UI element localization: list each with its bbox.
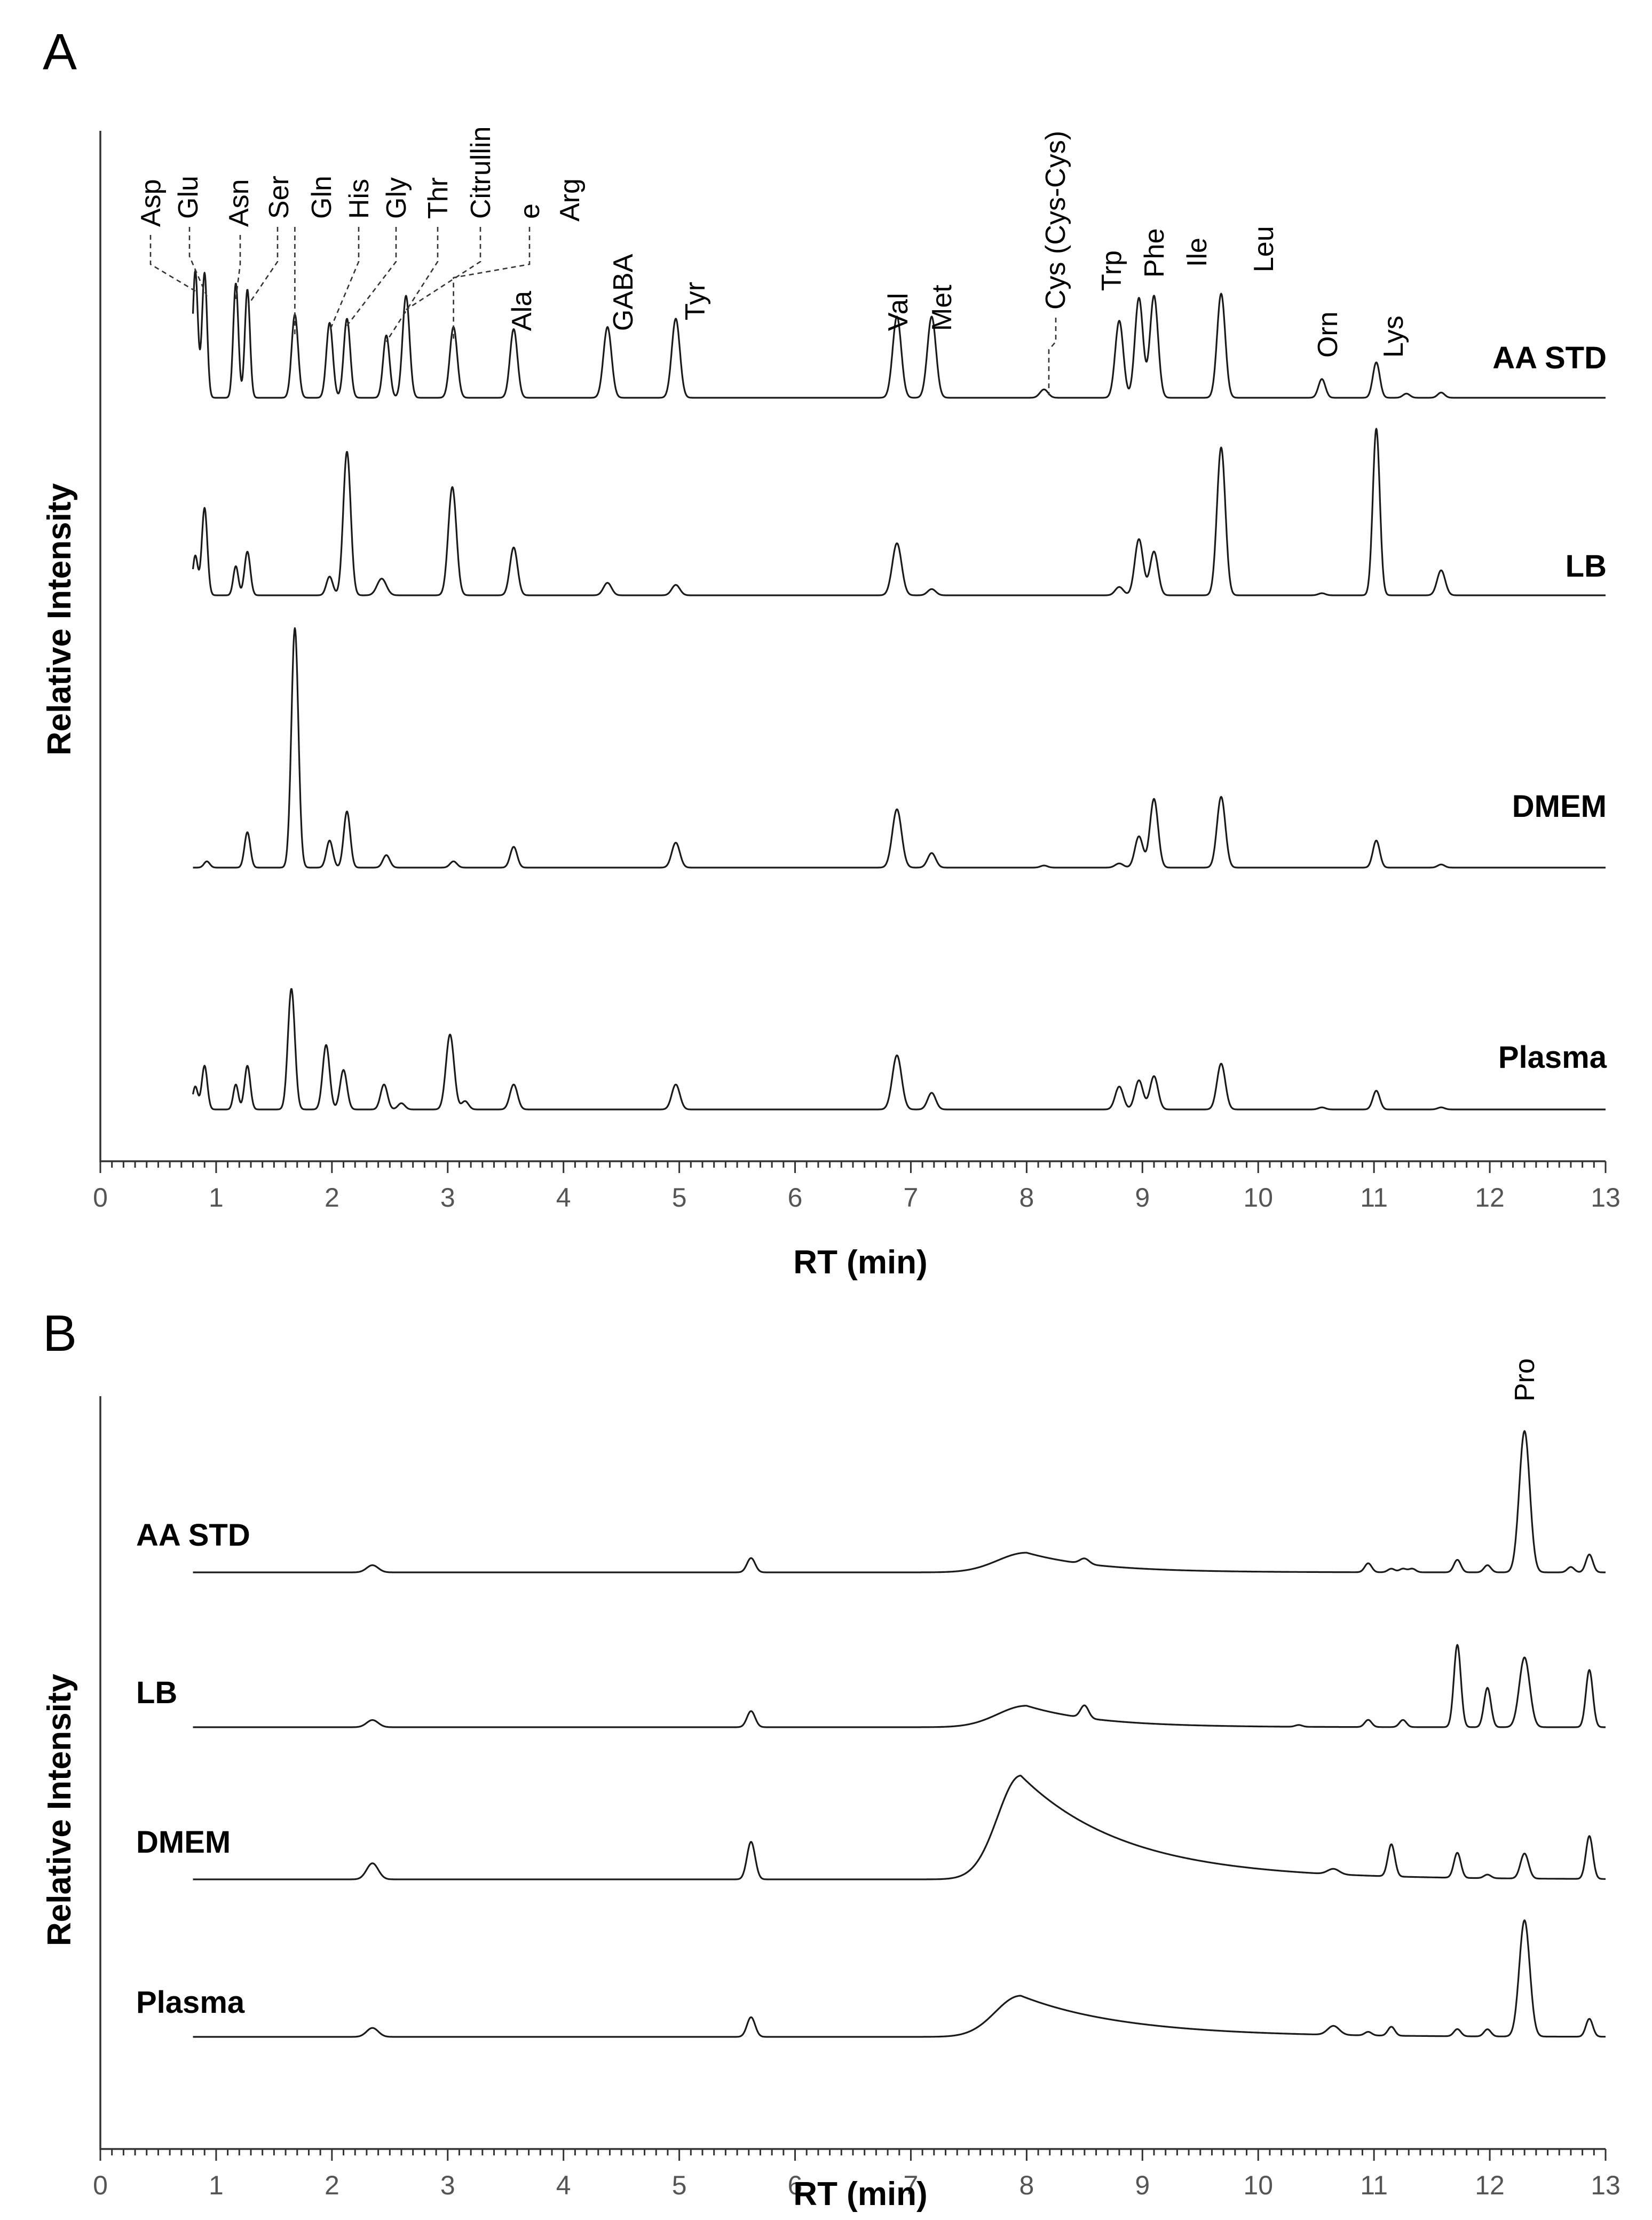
trace-lb: [192, 1644, 1606, 1728]
panel-a-x-ticks: 0 1 2 3 4 5 6 7 8 9 10 11 12 13: [93, 1161, 1621, 1213]
peak-label-trp: Trp: [1096, 250, 1127, 291]
x-tick-label-10: 10: [1243, 1183, 1273, 1213]
panel-a: A Relative Intensity 0 1 2 3 4 5 6 7 8 9 10 11 12 13 …: [41, 23, 1621, 1281]
x-tick-label-3: 3: [440, 2170, 455, 2200]
peak-label-ile: Ile: [1182, 238, 1213, 267]
x-tick-label-11: 11: [1360, 1183, 1388, 1213]
peak-label-asp: Asp: [136, 179, 167, 227]
panel-b-series-labels: AA STD LB DMEM Plasma: [136, 1518, 250, 2020]
x-tick-label-6: 6: [788, 1183, 803, 1213]
peak-label-val: Val: [883, 293, 914, 331]
leader-line: [453, 227, 531, 342]
series-label-lb: LB: [1566, 549, 1607, 584]
peak-label-citrullin: Citrullin: [465, 127, 496, 219]
x-tick-label-2: 2: [325, 2170, 339, 2200]
leader-line: [188, 227, 208, 297]
trace-dmem: [192, 627, 1606, 869]
x-tick-label-9: 9: [1135, 1183, 1150, 1213]
panel-a-series-labels: AA STD LB DMEM Plasma: [1492, 341, 1607, 1075]
peak-label-cys-cys-cys: Cys (Cys-Cys): [1040, 131, 1071, 310]
x-tick-label-12: 12: [1475, 1183, 1505, 1213]
panel-a-traces: [192, 270, 1606, 1111]
trace-aa-std: [192, 1430, 1606, 1573]
series-label-dmem: DMEM: [1512, 789, 1607, 824]
leader-line: [1048, 318, 1057, 395]
panel-b-x-axis-title: RT (min): [793, 2176, 927, 2213]
panel-b: B Relative Intensity 0 1 2 3 4 5 6 7 8 9 10 11 12 13 …: [41, 1305, 1621, 2213]
panel-b-peak-labels: Pro: [1509, 1358, 1540, 1402]
series-label-aa-std: AA STD: [136, 1518, 250, 1553]
peak-label-leu: Leu: [1248, 226, 1279, 272]
leader-line: [149, 235, 196, 292]
peak-label-ser: Ser: [264, 176, 295, 219]
peak-label-met: Met: [927, 285, 958, 331]
x-tick-label-11: 11: [1360, 2170, 1388, 2200]
leader-line: [385, 227, 439, 342]
peak-label-orn: Orn: [1313, 311, 1343, 358]
x-tick-label-5: 5: [672, 2170, 687, 2200]
trace-dmem: [192, 1775, 1606, 1880]
panel-a-leader-lines: [149, 227, 1057, 395]
x-tick-label-0: 0: [93, 2170, 108, 2200]
leader-line: [329, 227, 360, 332]
peak-label-asn: Asn: [224, 179, 255, 227]
peak-label-ala: Ala: [507, 291, 538, 331]
x-tick-label-7: 7: [904, 1183, 919, 1213]
peak-label-glu: Glu: [173, 176, 204, 219]
peak-label-phe: Phe: [1139, 228, 1170, 278]
panel-a-letter: A: [43, 23, 77, 81]
panel-a-y-axis-title: Relative Intensity: [41, 483, 78, 755]
x-tick-label-8: 8: [1019, 2170, 1034, 2200]
series-label-plasma: Plasma: [136, 1985, 245, 2020]
peak-label-pro: Pro: [1509, 1358, 1540, 1402]
panel-a-x-axis-title: RT (min): [793, 1244, 927, 1281]
trace-plasma: [192, 1919, 1606, 2038]
panel-b-y-axis-title: Relative Intensity: [41, 1674, 78, 1946]
series-label-aa-std: AA STD: [1492, 341, 1607, 375]
panel-a-peak-labels: Asp Glu Asn Ser Gln His Gly Thr Citrullin e Arg Ala…: [136, 127, 1409, 358]
series-label-dmem: DMEM: [136, 1825, 231, 1860]
panel-b-letter: B: [43, 1305, 77, 1362]
x-tick-label-3: 3: [440, 1183, 455, 1213]
x-tick-label-13: 13: [1591, 1183, 1621, 1213]
x-tick-label-1: 1: [209, 1183, 224, 1213]
x-tick-label-9: 9: [1135, 2170, 1150, 2200]
peak-label-thr: Thr: [423, 177, 454, 219]
trace-aa-std: [192, 270, 1606, 399]
x-tick-label-2: 2: [325, 1183, 339, 1213]
leader-line: [235, 235, 241, 300]
peak-label-lys: Lys: [1378, 316, 1409, 358]
peak-label-gln: Gln: [306, 176, 337, 219]
peak-label-tyr: Tyr: [680, 282, 711, 320]
x-tick-label-12: 12: [1475, 2170, 1505, 2200]
trace-plasma: [192, 988, 1606, 1111]
leader-line: [248, 227, 279, 305]
peak-label-gaba: GABA: [608, 254, 639, 331]
x-tick-label-4: 4: [556, 2170, 571, 2200]
peak-label-his: His: [344, 179, 375, 219]
peak-label-e: e: [515, 203, 546, 219]
panel-a-axes: [99, 131, 1606, 1162]
panel-b-x-ticks: 0 1 2 3 4 5 6 7 8 9 10 11 12 13: [93, 2149, 1621, 2200]
series-label-lb: LB: [136, 1675, 177, 1710]
series-label-plasma: Plasma: [1498, 1040, 1607, 1075]
leader-line: [405, 227, 481, 311]
x-tick-label-5: 5: [672, 1183, 687, 1213]
x-tick-label-8: 8: [1019, 1183, 1034, 1213]
x-tick-label-10: 10: [1243, 2170, 1273, 2200]
panel-b-traces: [192, 1430, 1606, 2038]
x-tick-label-4: 4: [556, 1183, 571, 1213]
x-tick-label-6: 6: [788, 2170, 803, 2200]
peak-label-arg: Arg: [555, 178, 586, 222]
peak-label-gly: Gly: [381, 177, 412, 219]
x-tick-label-1: 1: [209, 2170, 224, 2200]
leader-line: [346, 227, 397, 326]
trace-lb: [192, 428, 1606, 596]
x-tick-label-0: 0: [93, 1183, 108, 1213]
x-tick-label-13: 13: [1591, 2170, 1621, 2200]
x-tick-label-7: 7: [904, 2170, 919, 2200]
